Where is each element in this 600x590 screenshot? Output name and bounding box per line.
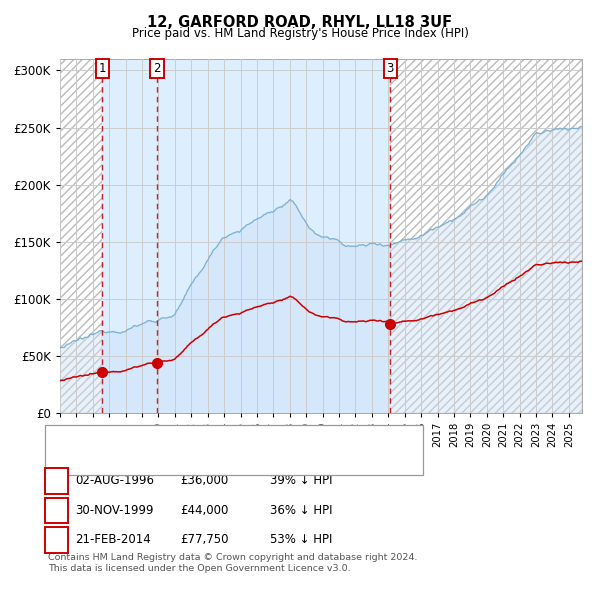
Text: 36% ↓ HPI: 36% ↓ HPI [270,504,332,517]
Text: 39% ↓ HPI: 39% ↓ HPI [270,474,332,487]
Bar [391,59,582,413]
Text: 1: 1 [53,474,60,487]
Text: £36,000: £36,000 [180,474,228,487]
Text: £44,000: £44,000 [180,504,229,517]
Text: 2: 2 [53,504,60,517]
Text: 30-NOV-1999: 30-NOV-1999 [75,504,154,517]
Text: —: — [59,430,77,447]
Bar [60,59,103,413]
Text: 12, GARFORD ROAD, RHYL, LL18 3UF (detached house): 12, GARFORD ROAD, RHYL, LL18 3UF (detach… [81,434,384,443]
Text: 02-AUG-1996: 02-AUG-1996 [75,474,154,487]
Text: 1: 1 [98,62,106,75]
Text: 2: 2 [154,62,161,75]
Text: 53% ↓ HPI: 53% ↓ HPI [270,533,332,546]
Text: Price paid vs. HM Land Registry's House Price Index (HPI): Price paid vs. HM Land Registry's House … [131,27,469,40]
Text: 12, GARFORD ROAD, RHYL, LL18 3UF: 12, GARFORD ROAD, RHYL, LL18 3UF [148,15,452,30]
Text: 3: 3 [386,62,394,75]
Text: HPI: Average price, detached house, Denbighshire: HPI: Average price, detached house, Denb… [81,455,356,465]
Text: —: — [59,451,77,469]
Text: 21-FEB-2014: 21-FEB-2014 [75,533,151,546]
Text: 3: 3 [53,533,60,546]
Text: £77,750: £77,750 [180,533,229,546]
Bar [103,59,391,413]
Text: Contains HM Land Registry data © Crown copyright and database right 2024.
This d: Contains HM Land Registry data © Crown c… [48,553,418,573]
